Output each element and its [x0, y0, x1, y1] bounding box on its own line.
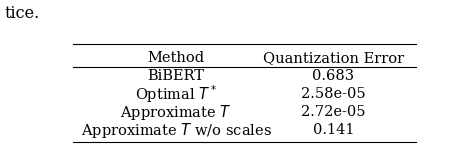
- Text: 2.58e-05: 2.58e-05: [301, 87, 366, 101]
- Text: tice.: tice.: [5, 5, 40, 22]
- Text: Quantization Error: Quantization Error: [263, 51, 404, 65]
- Text: BiBERT: BiBERT: [148, 69, 204, 83]
- Text: Method: Method: [148, 51, 204, 65]
- Text: Approximate $T$: Approximate $T$: [120, 103, 232, 122]
- Text: 2.72e-05: 2.72e-05: [301, 105, 366, 119]
- Text: Approximate $T$ w/o scales: Approximate $T$ w/o scales: [80, 121, 272, 140]
- Text: 0.141: 0.141: [313, 123, 354, 137]
- Text: Optimal $T^*$: Optimal $T^*$: [135, 83, 218, 105]
- Text: 0.683: 0.683: [313, 69, 354, 83]
